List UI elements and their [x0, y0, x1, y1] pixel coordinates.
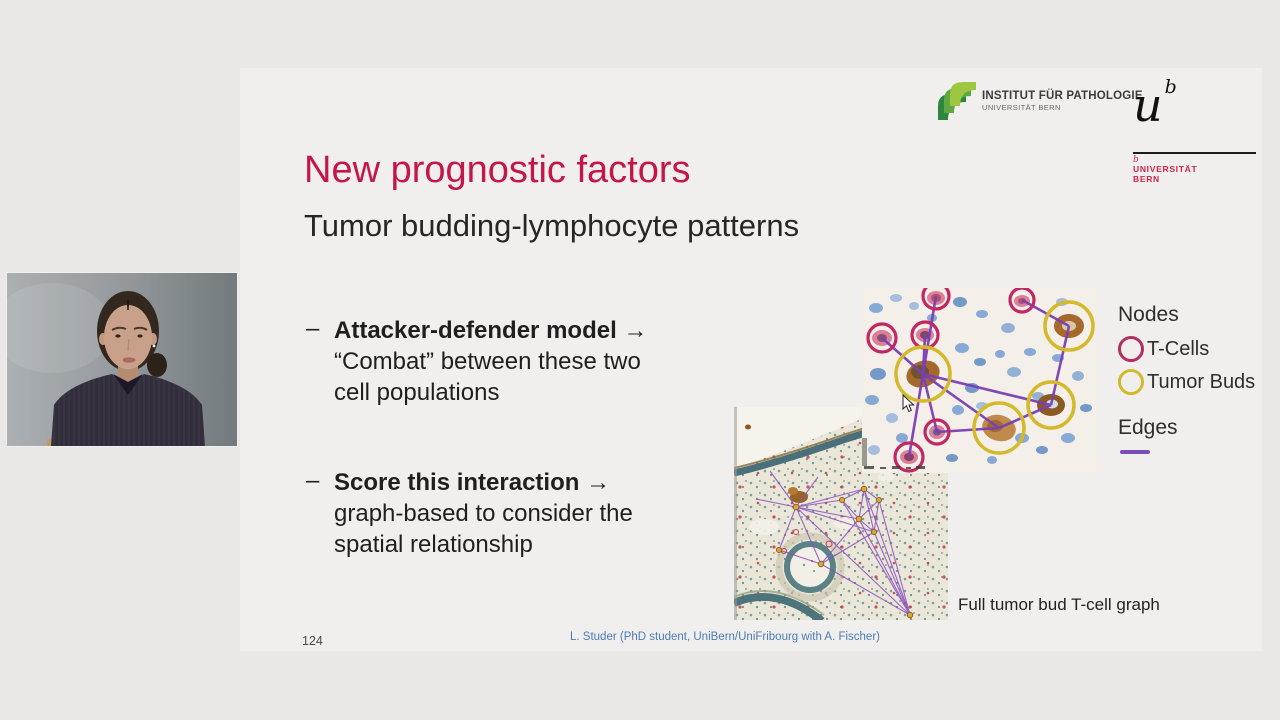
legend-edges-heading: Edges	[1118, 416, 1178, 439]
tumor-bud-ring-icon	[1118, 369, 1144, 395]
bullet-bold: Attacker-defender model	[334, 317, 617, 344]
tumor-bud-circles	[894, 300, 1095, 455]
tissue-zoom-image	[862, 288, 1098, 473]
legend-item-tumor-buds: Tumor Buds	[1118, 369, 1255, 395]
page-number: 124	[302, 634, 323, 648]
bullet-text: Attacker-defender model → “Combat” betwe…	[334, 315, 679, 408]
pathology-institute-logo: INSTITUT FÜR PATHOLOGIE UNIVERSITÄT BERN	[936, 80, 1143, 122]
legend-item-tcells: T-Cells	[1118, 336, 1209, 362]
ub-logo-b: b	[1164, 76, 1177, 98]
scale-marks	[862, 438, 925, 469]
bullet-score-interaction: – Score this interaction → graph-based t…	[306, 467, 706, 560]
wordmark-b: b	[1133, 155, 1139, 165]
gland-ring	[784, 541, 836, 593]
edge-swatch-icon	[1120, 450, 1150, 454]
presentation-slide: INSTITUT FÜR PATHOLOGIE UNIVERSITÄT BERN…	[240, 68, 1262, 651]
attribution-footer: L. Studer (PhD student, UniBern/UniFribo…	[570, 631, 880, 643]
legend-label: T-Cells	[1147, 337, 1210, 360]
bullet-dash: –	[306, 315, 320, 342]
bullet-rest: graph-based to consider the spatial rela…	[334, 500, 633, 558]
epithelium-band	[734, 423, 886, 477]
pathology-logo-subtitle: UNIVERSITÄT BERN	[982, 103, 1061, 112]
bullet-attacker-defender: – Attacker-defender model → “Combat” bet…	[306, 315, 706, 408]
legend-label: Tumor Buds	[1147, 370, 1256, 393]
wordmark-line2: BERN	[1133, 173, 1160, 184]
figure-caption: Full tumor bud T-cell graph	[958, 595, 1160, 614]
ub-logo-u: u	[1133, 78, 1163, 132]
speaker-person	[51, 291, 205, 446]
graph-edges	[755, 470, 911, 616]
speaker-webcam-video	[6, 272, 238, 447]
slide-title: New prognostic factors	[304, 149, 691, 191]
arrow-right-icon: →	[586, 469, 611, 496]
t-cell-ring-icon	[1118, 336, 1144, 362]
bullet-rest: “Combat” between these two cell populati…	[334, 348, 641, 406]
wordmark-line1: UNIVERSITÄT	[1133, 164, 1198, 174]
epithelium-band	[734, 593, 825, 620]
legend-nodes-heading: Nodes	[1118, 303, 1179, 326]
pathology-logo-title: INSTITUT FÜR PATHOLOGIE	[982, 90, 1143, 102]
bullet-text: Score this interaction → graph-based to …	[334, 467, 679, 560]
graph-nodes	[776, 485, 914, 619]
wordmark-rule	[1133, 152, 1256, 154]
bullet-dash: –	[306, 467, 320, 494]
bullet-bold: Score this interaction	[334, 469, 580, 496]
pathology-logo-icon	[938, 82, 976, 120]
unibern-wordmark: b UNIVERSITÄT BERN	[1133, 156, 1197, 184]
arrow-right-icon: →	[623, 317, 648, 344]
mouse-cursor-icon	[902, 394, 915, 413]
tissue-overview-image	[734, 407, 948, 620]
slide-subtitle: Tumor budding-lymphocyte patterns	[304, 208, 800, 243]
